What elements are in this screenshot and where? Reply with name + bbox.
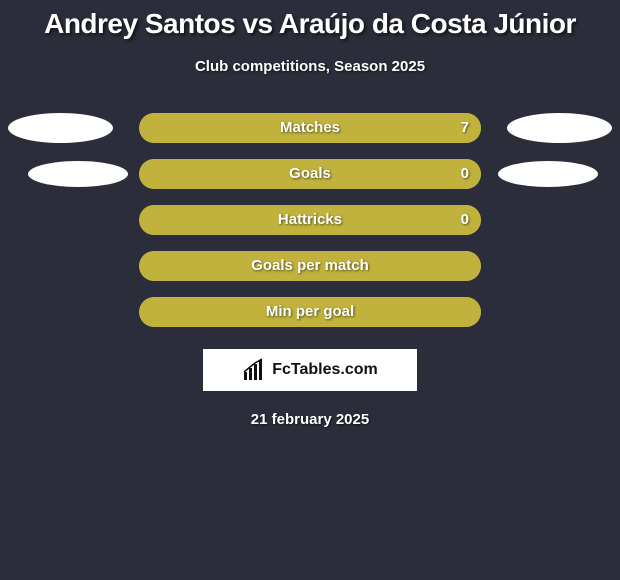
player-right-oval bbox=[498, 161, 598, 187]
stat-bar-fill bbox=[139, 205, 481, 235]
subtitle: Club competitions, Season 2025 bbox=[0, 58, 620, 75]
stat-row: Goals 0 bbox=[0, 159, 620, 189]
stat-bar-fill bbox=[139, 297, 481, 327]
player-left-oval bbox=[8, 113, 113, 143]
branding-box: FcTables.com bbox=[203, 349, 417, 391]
stat-row: Matches 7 bbox=[0, 113, 620, 143]
stat-row: Min per goal bbox=[0, 297, 620, 327]
comparison-card: Andrey Santos vs Araújo da Costa Júnior … bbox=[0, 0, 620, 428]
stat-bar-fill bbox=[139, 113, 481, 143]
stat-bar-track bbox=[139, 113, 481, 143]
stat-bar-track bbox=[139, 251, 481, 281]
date-label: 21 february 2025 bbox=[0, 411, 620, 428]
player-left-oval bbox=[28, 161, 128, 187]
stat-bar-fill bbox=[139, 251, 481, 281]
stat-bar-fill bbox=[139, 159, 481, 189]
stat-row: Goals per match bbox=[0, 251, 620, 281]
stat-bar-track bbox=[139, 159, 481, 189]
bars-icon bbox=[242, 358, 268, 382]
stat-bar-track bbox=[139, 297, 481, 327]
page-title: Andrey Santos vs Araújo da Costa Júnior bbox=[0, 8, 620, 40]
stat-bar-track bbox=[139, 205, 481, 235]
player-right-oval bbox=[507, 113, 612, 143]
branding-text: FcTables.com bbox=[272, 361, 378, 379]
stat-row: Hattricks 0 bbox=[0, 205, 620, 235]
stat-rows: Matches 7 Goals 0 Hattricks 0 Goals per … bbox=[0, 113, 620, 327]
